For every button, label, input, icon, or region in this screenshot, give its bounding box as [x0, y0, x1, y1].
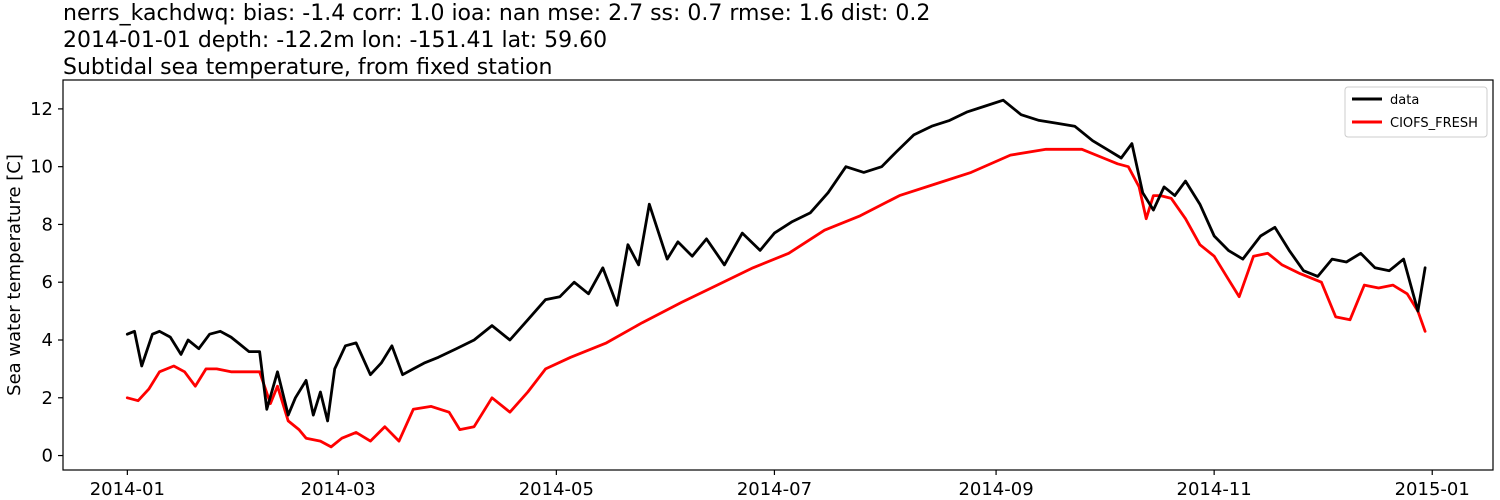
x-tick-label: 2015-01: [1395, 479, 1470, 500]
x-tick-label: 2014-05: [519, 479, 594, 500]
x-tick-label: 2014-03: [301, 479, 376, 500]
series-lines: [125, 98, 1427, 449]
legend-label-ciofs-fresh: CIOFS_FRESH: [1390, 116, 1478, 131]
x-tick-label: 2014-07: [737, 479, 812, 500]
series-line-ciofs-fresh: [125, 147, 1427, 449]
chart-title-location: 2014-01-01 depth: -12.2m lon: -151.41 la…: [63, 28, 608, 53]
y-tick-label: 8: [42, 214, 53, 235]
plot-area: [62, 79, 1494, 471]
chart-title-stats: nerrs_kachdwq: bias: -1.4 corr: 1.0 ioa:…: [63, 1, 931, 26]
y-tick-label: 6: [42, 272, 53, 293]
y-tick-label: 12: [30, 99, 53, 120]
y-tick-label: 2: [42, 388, 53, 409]
y-axis-label: Sea water temperature [C]: [4, 154, 25, 396]
x-tick-label: 2014-11: [1177, 479, 1252, 500]
legend: data CIOFS_FRESH: [1344, 86, 1488, 138]
series-line-data: [125, 98, 1427, 423]
x-axis: 2014-01 2014-03 2014-05 2014-07 2014-09 2014-…: [90, 470, 1470, 500]
x-tick-label: 2014-09: [958, 479, 1033, 500]
y-tick-label: 4: [42, 330, 53, 351]
y-axis: 0 2 4 6 8 10 12: [30, 99, 63, 467]
legend-label-data: data: [1390, 93, 1419, 108]
x-tick-label: 2014-01: [90, 479, 165, 500]
y-tick-label: 0: [42, 446, 53, 467]
chart-title-description: Subtidal sea temperature, from fixed sta…: [63, 55, 553, 80]
y-tick-label: 10: [30, 157, 53, 178]
